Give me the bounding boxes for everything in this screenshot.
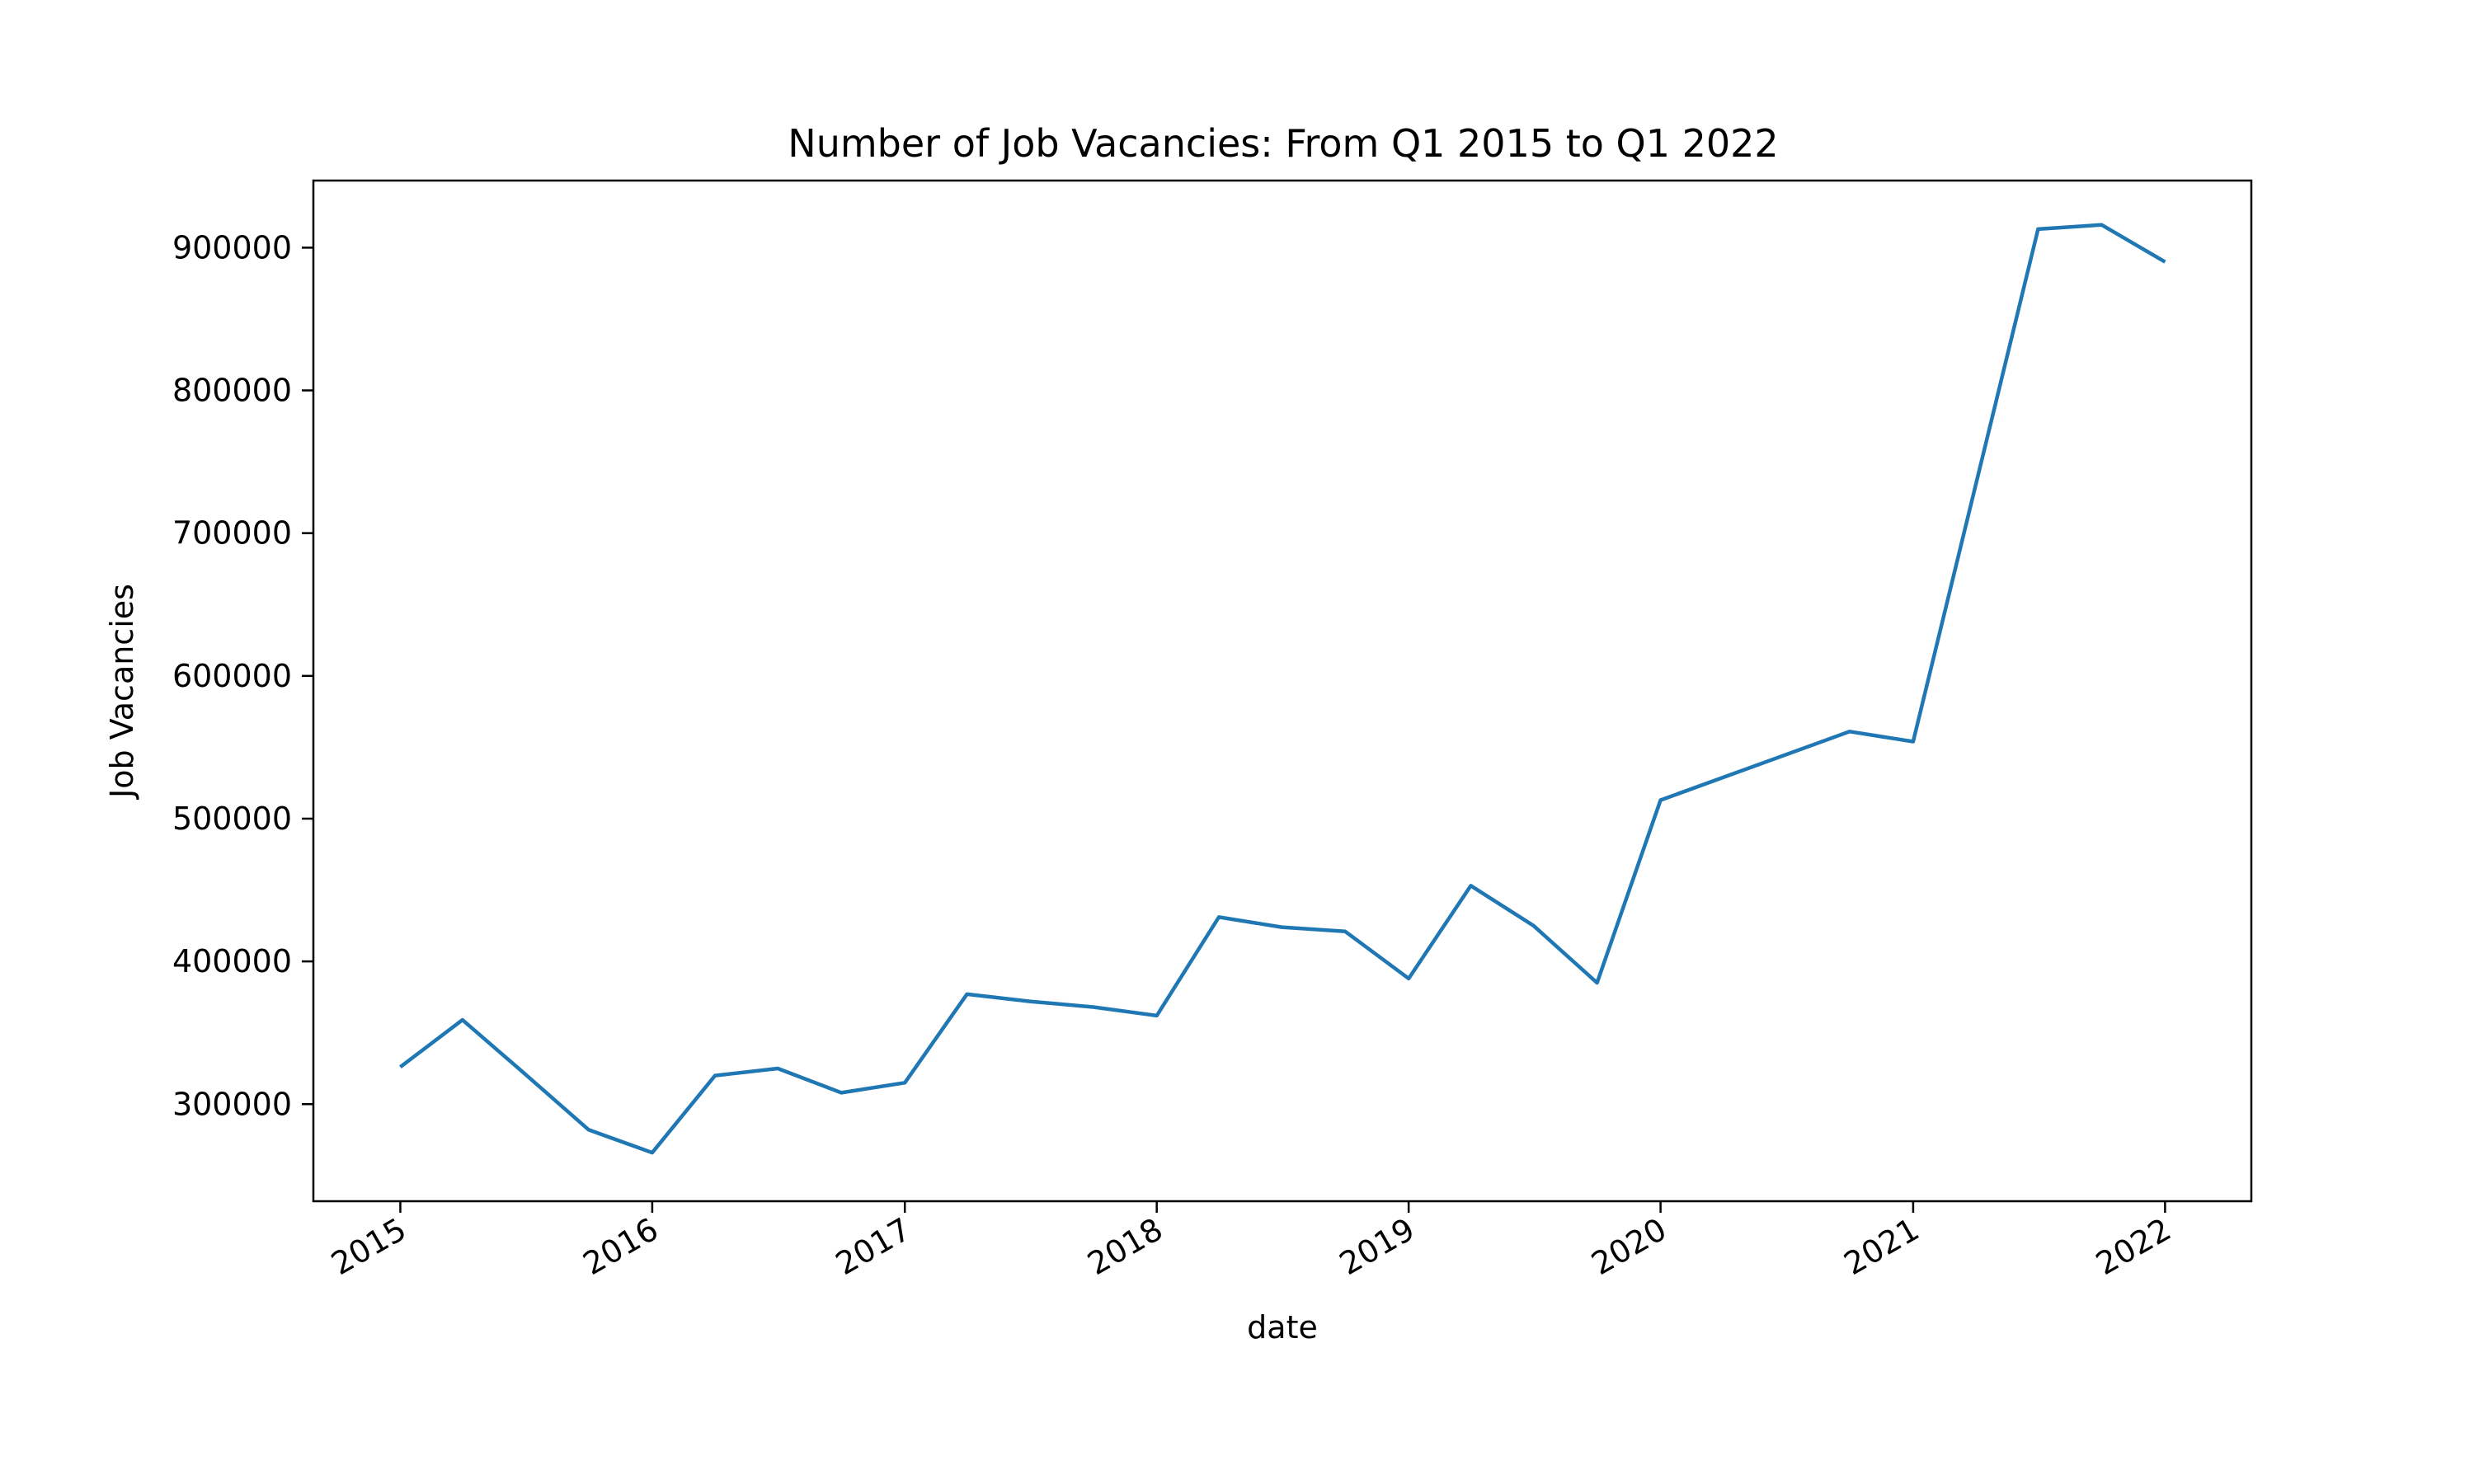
y-axis: 300000 400000 500000 600000 700000 800000 9000…	[172, 229, 313, 1122]
y-tick-label: 800000	[172, 373, 292, 409]
y-tick-label: 500000	[172, 801, 292, 837]
y-axis-label: Job Vacancies	[104, 584, 140, 800]
y-tick-label: 400000	[172, 943, 292, 979]
y-tick-label: 700000	[172, 515, 292, 552]
chart-title: Number of Job Vacancies: From Q1 2015 to…	[788, 121, 1778, 166]
y-tick-label: 300000	[172, 1086, 292, 1122]
series-line	[399, 223, 2166, 1155]
y-tick-label: 600000	[172, 658, 292, 694]
x-axis-label: date	[1247, 1309, 1318, 1345]
y-tick-label: 900000	[172, 229, 292, 265]
plot-area-frame	[312, 179, 2253, 1203]
